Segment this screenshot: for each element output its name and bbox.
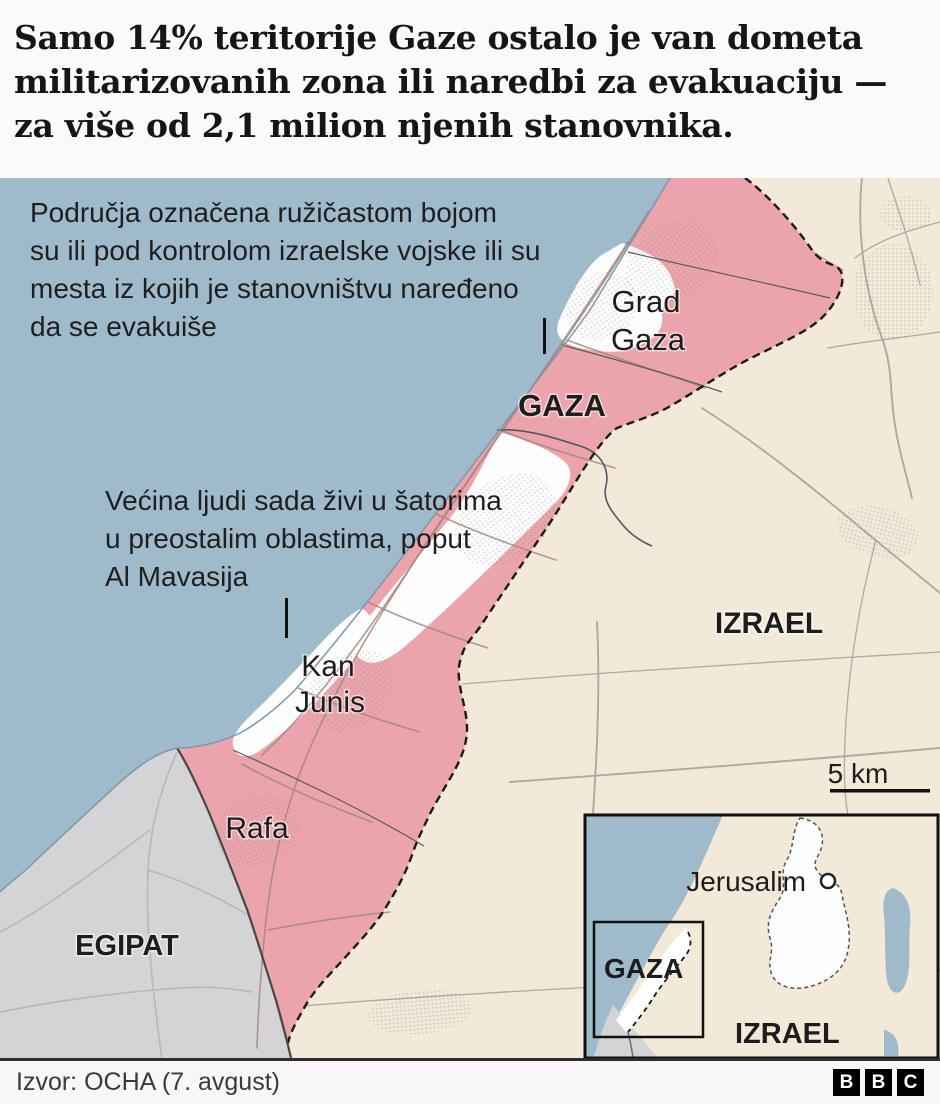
al-mavasi-white-zone: [232, 608, 374, 757]
annotation-pink-line-4: da se evakuiše: [30, 311, 217, 342]
mediterranean-sea: [0, 178, 670, 892]
headline-line-2: militarizovanih zona ili naredbi za evak…: [14, 62, 888, 101]
inset-gaza-locator-box: [592, 920, 705, 1039]
inset-gaza-strip: [616, 928, 692, 1032]
inset-egypt-israel-border: [627, 1031, 634, 1058]
label-gaza-region: GAZA: [518, 388, 606, 423]
inset-map: Jerusalim GAZA IZRAEL: [583, 813, 940, 1058]
scale-bar: 5 km: [828, 758, 930, 793]
inset-label-izrael: IZRAEL: [735, 1018, 840, 1050]
label-izrael: IZRAEL: [715, 607, 823, 640]
annotation-pink-line-1: Područja označena ružičastom bojom: [30, 197, 497, 228]
annotation-tents-line-2: u preostalim oblastima, poput: [105, 523, 471, 554]
annotation-pink-zone: Područja označena ružičastom bojom su il…: [30, 197, 546, 354]
coastline: [0, 178, 671, 893]
inset-dead-sea-south: [884, 1030, 899, 1056]
inset-gaza-border: [627, 931, 692, 1033]
map-canvas: 5 km Područja označena ružičastom bojom …: [0, 178, 940, 1058]
label-rafa: Rafa: [225, 812, 289, 845]
bbc-logo-block-b1: B: [833, 1069, 860, 1096]
bbc-logo-icon: B B C: [833, 1069, 924, 1096]
inset-sea: [585, 815, 723, 1058]
label-egipat: EGIPAT: [75, 930, 179, 962]
egypt-area: [0, 748, 291, 1058]
annotation-tents-leader-tick: [285, 598, 288, 638]
inset-dead-sea: [883, 888, 911, 993]
footer: Izvor: OCHA (7. avgust) B B C: [0, 1058, 940, 1104]
egypt-roads: [0, 751, 253, 1058]
jerusalem-marker-icon: [819, 872, 837, 890]
label-kan-junis-2: Junis: [295, 686, 365, 719]
annotation-tents: Većina ljudi sada živi u šatorima u preo…: [105, 485, 502, 638]
bbc-logo-block-c: C: [897, 1069, 924, 1096]
gaza-roads: [241, 211, 706, 1049]
place-labels: Grad Gaza GAZA IZRAEL Kan Junis Rafa EGI…: [74, 283, 825, 964]
israel-settlement-texture: [368, 196, 933, 1035]
label-grad-gaza-1: Grad: [612, 284, 681, 319]
gaza-strip-militarized-zone: [177, 178, 843, 1044]
label-kan-junis-1: Kan: [301, 650, 354, 683]
headline-line-3: za više od 2,1 milion njenih stanovnika.: [14, 106, 734, 145]
annotation-pink-line-3: mesta iz kojih je stanovništvu naređeno: [30, 273, 519, 304]
inset-west-bank: [767, 817, 851, 989]
internal-boundaries: [232, 251, 831, 847]
gaza-israel-border: [286, 178, 844, 1044]
source-credit: Izvor: OCHA (7. avgust): [16, 1068, 280, 1096]
headline: Samo 14% teritorije Gaze ostalo je van d…: [0, 0, 940, 178]
label-grad-gaza-2: Gaza: [611, 322, 686, 357]
annotation-pink-line-2: su ili pod kontrolom izraelske vojske il…: [30, 235, 540, 266]
scale-label: 5 km: [828, 758, 889, 789]
inset-border-frame: [583, 813, 940, 1058]
bbc-logo-block-b2: B: [865, 1069, 892, 1096]
inset-label-jerusalim: Jerusalim: [686, 866, 806, 897]
annotation-tents-line-3: Al Mavasija: [105, 561, 249, 592]
scale-bar-line: [830, 789, 930, 793]
inset-label-gaza: GAZA: [604, 953, 683, 984]
annotation-pink-leader-tick: [543, 318, 546, 354]
annotation-tents-line-1: Većina ljudi sada živi u šatorima: [105, 485, 502, 516]
gaza-built-up-texture: [214, 219, 719, 870]
headline-line-1: Samo 14% teritorije Gaze ostalo je van d…: [14, 18, 863, 57]
gaza-egypt-border: [176, 747, 293, 1058]
gaza-map: 5 km Područja označena ružičastom bojom …: [0, 178, 940, 1058]
